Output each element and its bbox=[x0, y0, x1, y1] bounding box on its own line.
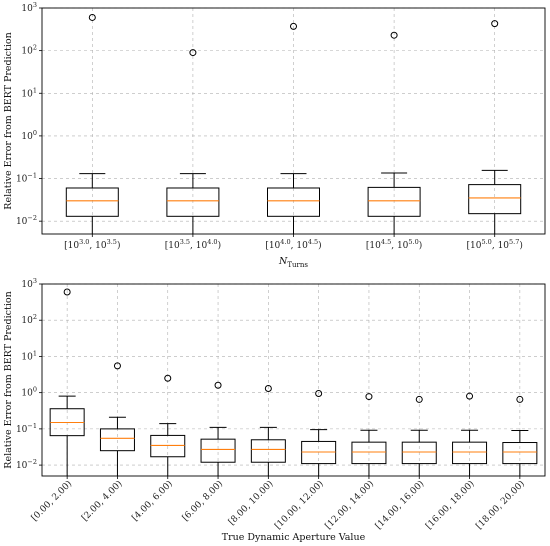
y-tick-label: 10−1 bbox=[16, 422, 37, 435]
y-tick-label: 101 bbox=[21, 349, 37, 362]
box-2 bbox=[166, 49, 220, 234]
iqr-box bbox=[367, 186, 421, 217]
outlier-point bbox=[516, 395, 524, 403]
y-tick-label: 103 bbox=[21, 277, 37, 290]
iqr-box bbox=[401, 441, 437, 465]
x-tick-label: [2.00, 4.00) bbox=[79, 478, 124, 523]
y-tick-label: 103 bbox=[21, 1, 37, 14]
outlier-point bbox=[290, 22, 297, 30]
y-tick-label: 102 bbox=[21, 44, 37, 57]
y-tick-label: 102 bbox=[21, 313, 37, 326]
outlier-point bbox=[63, 288, 71, 296]
x-tick-label: [18.00, 20.00) bbox=[474, 478, 527, 531]
box-7 bbox=[351, 393, 387, 476]
outlier-point bbox=[390, 31, 398, 39]
box-1 bbox=[49, 288, 85, 476]
outlier-point bbox=[113, 362, 121, 370]
outlier-point bbox=[214, 381, 222, 389]
box-3 bbox=[150, 374, 186, 476]
x-tick-label: [6.00, 8.00) bbox=[180, 478, 225, 523]
x-tick-label: [10.00, 12.00) bbox=[273, 478, 326, 531]
x-tick-label: [103.0, 103.5) bbox=[64, 238, 120, 251]
outlier-point bbox=[365, 393, 373, 401]
x-tick-label: [12.00, 14.00) bbox=[323, 478, 376, 531]
x-tick-label: [0.00, 2.00) bbox=[29, 478, 74, 523]
iqr-box bbox=[166, 187, 220, 217]
x-tick-label: [4.00, 6.00) bbox=[130, 478, 175, 523]
y-axis-label: Relative Error from BERT Prediction bbox=[3, 291, 14, 468]
box-4 bbox=[367, 31, 421, 234]
outlier-point bbox=[415, 395, 423, 403]
outlier-point bbox=[189, 49, 197, 57]
iqr-box bbox=[468, 184, 522, 215]
iqr-box bbox=[200, 438, 236, 463]
x-tick-label: [14.00, 16.00) bbox=[373, 478, 426, 531]
outlier-point bbox=[491, 20, 499, 28]
iqr-box bbox=[351, 441, 387, 465]
box-3 bbox=[267, 22, 320, 234]
y-tick-label: 10−2 bbox=[16, 458, 37, 471]
x-axis-label: NTurns bbox=[278, 256, 308, 269]
x-tick-label: [105.0, 105.7) bbox=[467, 238, 523, 251]
y-tick-label: 10−2 bbox=[16, 214, 37, 227]
iqr-box bbox=[267, 187, 320, 217]
box-5 bbox=[250, 385, 286, 476]
box-9 bbox=[452, 392, 488, 476]
outlier-point bbox=[264, 385, 272, 393]
y-tick-label: 10−1 bbox=[16, 172, 37, 185]
box-6 bbox=[301, 389, 337, 476]
iqr-box bbox=[65, 187, 119, 217]
box-4 bbox=[200, 381, 236, 476]
box-5 bbox=[468, 20, 522, 234]
outlier-point bbox=[315, 389, 323, 397]
x-tick-label: [8.00, 10.00) bbox=[226, 478, 275, 527]
plot-frame bbox=[41, 283, 546, 477]
outlier-point bbox=[164, 374, 172, 382]
x-tick-label: [104.5, 105.0) bbox=[366, 238, 422, 251]
x-tick-label: [16.00, 18.00) bbox=[423, 478, 476, 531]
outlier-point bbox=[466, 392, 474, 400]
y-tick-label: 101 bbox=[21, 86, 37, 99]
y-tick-label: 100 bbox=[21, 129, 37, 142]
iqr-box bbox=[99, 428, 135, 452]
chart-panel-2: 10−2 10−1 100 101 102 103 [0.00, 2.00) [2.00, 4… bbox=[3, 277, 546, 543]
iqr-box bbox=[452, 441, 488, 465]
box-8 bbox=[401, 395, 437, 476]
y-axis-label: Relative Error from BERT Prediction bbox=[3, 32, 14, 209]
x-tick-label: [104.0, 104.5) bbox=[265, 238, 321, 251]
x-tick-label: [103.5, 104.0) bbox=[165, 238, 221, 251]
chart-panel-1: 10−2 10−1 100 101 102 103 [103.0, 103.5) [103.5… bbox=[3, 1, 546, 269]
iqr-box bbox=[150, 434, 186, 458]
x-axis-label: True Dynamic Aperture Value bbox=[222, 532, 366, 543]
iqr-box bbox=[502, 442, 538, 465]
box-2 bbox=[99, 362, 135, 476]
iqr-box bbox=[250, 439, 286, 463]
y-tick-label: 100 bbox=[21, 386, 37, 399]
outlier-point bbox=[88, 13, 96, 21]
box-1 bbox=[65, 13, 119, 234]
box-10 bbox=[502, 395, 538, 476]
